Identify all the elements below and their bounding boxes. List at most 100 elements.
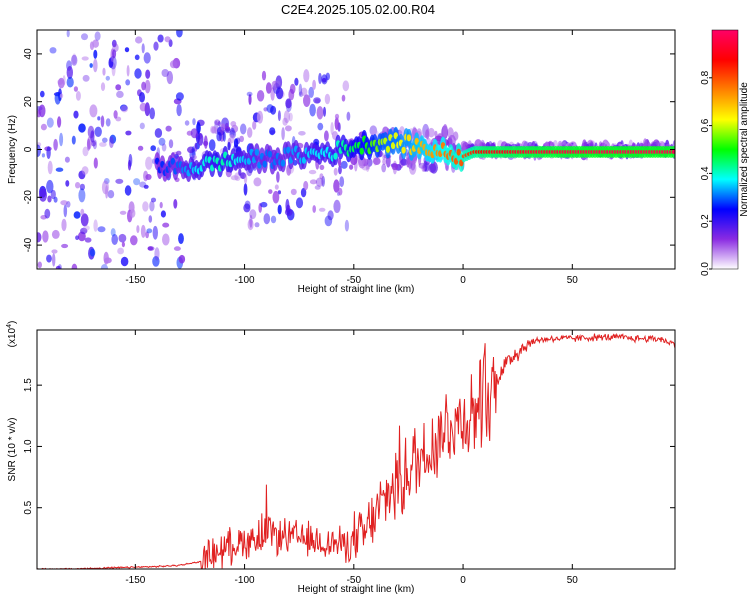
- spectrogram-noise-blob: [323, 106, 326, 117]
- colorbar-gradient: [711, 29, 739, 270]
- spectrogram-noise-blob: [162, 233, 170, 246]
- spectrogram-noise-blob: [152, 225, 158, 240]
- spectrogram-noise-blob: [270, 215, 277, 224]
- spectrogram-noise-blob: [115, 84, 122, 91]
- spectrogram-noise-blob: [73, 211, 81, 219]
- spectrogram-noise-blob: [37, 144, 41, 157]
- spectrogram-noise-blob: [46, 179, 54, 194]
- spectrogram-noise-blob: [44, 208, 51, 219]
- spectrogram-ridge-core: [262, 160, 267, 168]
- y-tick-label: -20: [23, 190, 34, 205]
- spectrogram-noise-blob: [80, 213, 89, 227]
- spectrogram-noise-blob: [144, 79, 151, 94]
- spectrogram-noise-blob: [135, 36, 143, 44]
- spectrogram-noise-blob: [318, 72, 322, 85]
- spectrogram-noise-blob: [80, 208, 85, 216]
- spectrogram-noise-blob: [324, 130, 329, 142]
- spectrogram-noise-blob: [339, 176, 345, 188]
- spectrogram-noise-blob: [216, 131, 222, 142]
- spectrogram-noise-blob: [40, 123, 47, 131]
- spectrogram-noise-blob: [277, 204, 282, 215]
- spectrogram-noise-blob: [314, 185, 321, 190]
- spectrogram-noise-blob: [51, 229, 60, 239]
- spectrogram-noise-blob: [89, 248, 96, 257]
- spectrogram-noise-blob: [256, 110, 264, 124]
- spectrogram-ridge-core: [254, 148, 259, 156]
- spectrogram-noise-blob: [319, 173, 324, 180]
- spectrogram-noise-blob: [145, 231, 150, 239]
- colorbar: 0.0 0.2 0.4 0.6 0.8 Normalized spectral ampl…: [700, 29, 750, 276]
- spectrogram-noise-blob: [429, 161, 438, 174]
- spectrogram-noise-blob: [283, 110, 290, 124]
- spectrogram-noise-blob: [124, 185, 132, 196]
- spectrogram-noise-blob: [274, 184, 279, 190]
- spectrogram-noise-blob: [107, 190, 115, 199]
- colorbar-tick-label: 0.8: [700, 70, 711, 84]
- spectrogram-noise-blob: [303, 180, 309, 191]
- spectrogram-noise-blob: [289, 83, 296, 94]
- spectrogram-noise-blob: [81, 166, 89, 175]
- spectrogram-noise-blob: [149, 107, 155, 120]
- spectrogram-noise-blob: [136, 225, 140, 234]
- spectrogram-noise-blob: [139, 92, 145, 103]
- spectrogram-noise-blob: [194, 142, 198, 152]
- spectrogram-noise-blob: [46, 254, 52, 263]
- spectrogram-noise-blob: [42, 230, 49, 243]
- spectrogram-noise-blob: [300, 87, 308, 97]
- spectrogram-noise-blob: [272, 190, 280, 204]
- spectrogram-noise-blob: [40, 90, 45, 98]
- spectrogram-noise-blob: [273, 80, 281, 87]
- spectrogram-noise-blob: [192, 118, 196, 126]
- spectrogram-noise-blob: [281, 127, 285, 141]
- spectrogram-noise-blob: [120, 104, 128, 112]
- spectrogram-ridge-core: [333, 152, 338, 160]
- spectrogram-noise-blob: [309, 179, 318, 185]
- snr-y-axis-label: SNR (10 * v/v): [7, 418, 18, 482]
- x-tick-label: -100: [235, 275, 255, 286]
- spectrogram-noise-blob: [321, 74, 328, 85]
- spectrogram-noise-blob: [409, 161, 417, 175]
- spectrogram-noise-blob: [139, 122, 145, 130]
- spectrogram-noise-blob: [75, 182, 81, 189]
- colorbar-tick-label: 0.6: [700, 118, 711, 132]
- spectrogram-noise-blob: [105, 185, 109, 199]
- spectrogram-noise-blob: [233, 138, 239, 148]
- spectrogram-noise-blob: [81, 56, 89, 61]
- spectrogram-noise-blob: [130, 208, 136, 218]
- spectrogram-noise-blob: [104, 178, 110, 185]
- spectrogram-noise-blob: [173, 246, 181, 251]
- snr-frame: [36, 329, 676, 570]
- spectrogram-noise-blob: [275, 87, 284, 100]
- spectrogram-noise-blob: [75, 235, 80, 240]
- spectrogram-noise-blob: [49, 47, 57, 54]
- spectrogram-noise-blob: [93, 219, 98, 232]
- spectrogram-noise-blob: [268, 189, 273, 195]
- spectrogram-noise-blob: [145, 69, 151, 79]
- spectrogram-noise-blob: [78, 123, 86, 133]
- spectrogram-noise-blob: [130, 235, 138, 246]
- spectrogram-noise-blob: [243, 203, 251, 213]
- spectrogram-noise-blob: [73, 86, 78, 92]
- spectrogram-noise-blob: [121, 241, 125, 248]
- spectrogram-noise-blob: [461, 143, 466, 153]
- spectrogram-noise-blob: [84, 237, 92, 243]
- spectrogram-noise-blob: [317, 122, 324, 131]
- spectrogram-ridge-core: [456, 148, 461, 156]
- spectrogram-noise-blob: [57, 264, 62, 269]
- spectrogram-noise-blob: [369, 125, 378, 136]
- spectrogram-noise-blob: [256, 90, 265, 102]
- spectrogram-noise-blob: [71, 135, 76, 145]
- spectrogram-noise-blob: [263, 213, 271, 225]
- spectrogram-noise-blob: [86, 138, 91, 151]
- spectrogram-noise-blob: [79, 183, 85, 191]
- spectrogram-noise-blob: [298, 131, 306, 136]
- spectrogram-noise-blob: [391, 163, 398, 171]
- spectrogram-noise-blob: [110, 228, 116, 237]
- spectrogram-noise-blob: [309, 103, 316, 117]
- spectrogram-noise-blob: [303, 69, 310, 83]
- spectrogram-y-axis-label: Frequency (Hz): [7, 115, 18, 184]
- spectrogram-noise-blob: [292, 159, 298, 166]
- x-tick-label: 0: [460, 575, 466, 586]
- spectrogram-noise-blob: [373, 157, 381, 165]
- spectrogram-noise-blob: [244, 200, 251, 210]
